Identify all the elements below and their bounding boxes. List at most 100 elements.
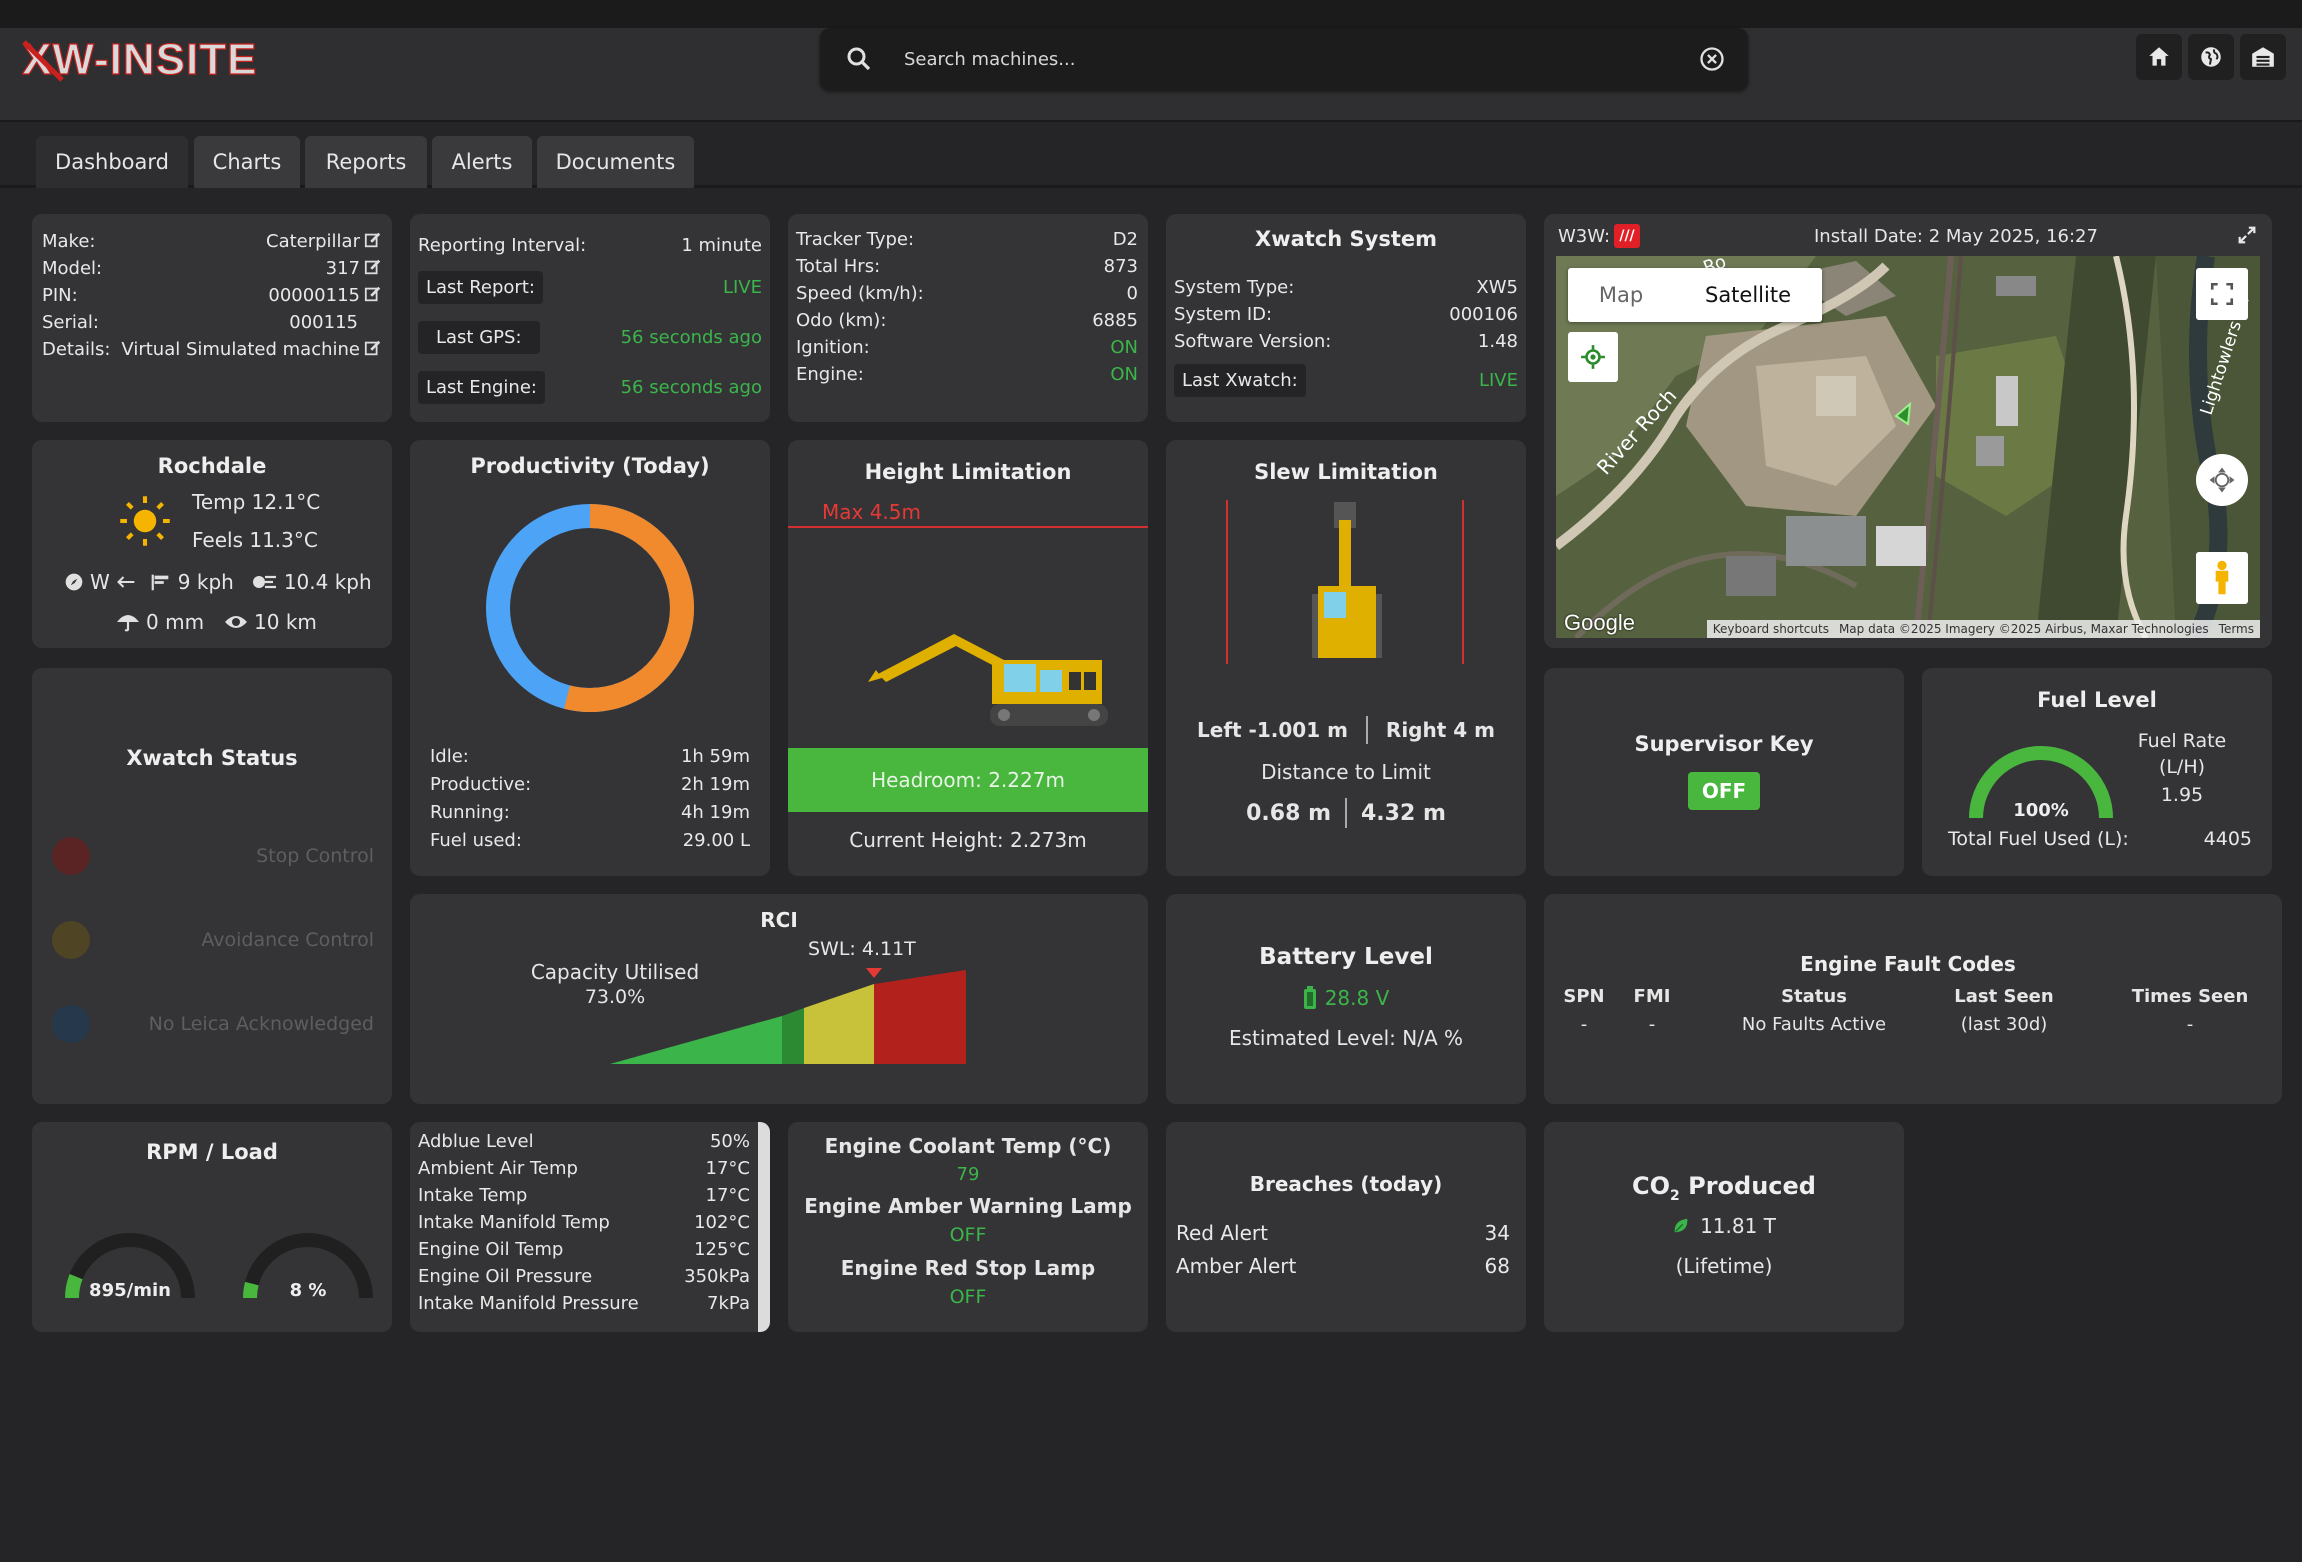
fault-spn-value: - (1580, 1014, 1588, 1035)
map-view[interactable]: River Roch Lightowlers Ln Ro Map Satelli… (1556, 256, 2260, 638)
fault-header-last-seen-sub: (last 30d) (1960, 1014, 2048, 1035)
model-label: Model: (42, 258, 103, 279)
visibility: 10 km (254, 610, 317, 634)
param-value: 125°C (694, 1239, 750, 1260)
tracker-type-value: D2 (1112, 229, 1138, 250)
coolant-temp-label: Engine Coolant Temp (°C) (824, 1134, 1112, 1158)
param-value: 17°C (705, 1185, 750, 1206)
param-value: 102°C (694, 1212, 750, 1233)
edit-icon[interactable] (364, 285, 382, 303)
rpm-value: 895/min (89, 1280, 171, 1301)
clear-search-icon[interactable] (1698, 45, 1726, 73)
distance-left: 0.68 m (1246, 800, 1331, 826)
pan-control[interactable] (2196, 454, 2248, 506)
xw-insite-logo[interactable]: XW-INSITE (21, 34, 332, 84)
gust-icon (252, 575, 276, 589)
total-hrs-value: 873 (1103, 256, 1138, 277)
distance-to-limit-row: 0.68 m 4.32 m (1166, 798, 1526, 828)
last-report-value: LIVE (722, 276, 762, 298)
co2-title-main: CO (1632, 1172, 1671, 1200)
fuel-gauge-arc (1969, 746, 2113, 819)
system-id-value: 000106 (1449, 304, 1518, 325)
avoidance-control-label: Avoidance Control (201, 929, 374, 951)
tab-dashboard[interactable]: Dashboard (36, 136, 188, 188)
tab-reports[interactable]: Reports (305, 136, 427, 188)
rpm-load-card: RPM / Load 895/min 8 % (32, 1122, 392, 1332)
fault-header-times-seen: Times Seen (2131, 986, 2249, 1007)
odo-label: Odo (km): (796, 310, 887, 331)
supervisor-key-card: Supervisor Key OFF (1544, 668, 1904, 876)
left-slew-limit-line (1226, 500, 1228, 664)
machine-location-marker[interactable] (1894, 401, 1912, 426)
crosshair-icon (1581, 345, 1605, 369)
wind-speed: 9 kph (177, 570, 234, 594)
engine-value: ON (1110, 364, 1138, 385)
red-alert-value: 34 (1484, 1220, 1510, 1245)
keyboard-shortcuts-link[interactable]: Keyboard shortcuts (1712, 622, 1829, 636)
battery-estimated-level: Estimated Level: N/A % (1228, 1026, 1464, 1050)
map-button[interactable]: Map (1598, 283, 1644, 307)
last-xwatch-value: LIVE (1478, 369, 1518, 391)
search-bar[interactable] (820, 28, 1748, 90)
fuel-used-label: Fuel used: (430, 829, 522, 851)
productive-label: Productive: (430, 773, 532, 795)
garage-button[interactable] (2240, 34, 2286, 80)
last-gps-label: Last GPS: (418, 320, 540, 354)
fuel-level-card: Fuel Level 100% Fuel Rate (L/H) 1.95 Tot… (1922, 668, 2272, 876)
fuel-rate-value: 1.95 (2160, 784, 2204, 806)
param-label: Intake Temp (418, 1185, 528, 1206)
edit-icon[interactable] (364, 258, 382, 276)
w3w-badge[interactable]: /// (1614, 224, 1640, 248)
swl-label: SWL: 4.11T (808, 938, 916, 960)
param-value: 17°C (705, 1158, 750, 1179)
street-view-button[interactable] (2196, 552, 2248, 604)
engine-fault-codes-title: Engine Fault Codes (1800, 952, 2016, 976)
xwatch-system-title: Xwatch System (1255, 227, 1437, 251)
fault-fmi-value: - (1648, 1014, 1656, 1035)
model-value: 317 (325, 258, 360, 279)
tab-alerts[interactable]: Alerts (432, 136, 532, 188)
system-id-label: System ID: (1174, 304, 1273, 325)
fullscreen-icon (2210, 282, 2234, 306)
terms-link[interactable]: Terms (2218, 622, 2254, 636)
scrollbar[interactable] (758, 1122, 770, 1332)
param-value: 350kPa (684, 1266, 750, 1287)
reporting-interval-label: Reporting Interval: (418, 234, 587, 256)
expand-icon[interactable] (2236, 224, 2258, 246)
breaches-title: Breaches (today) (1249, 1172, 1443, 1196)
rci-title: RCI (760, 908, 798, 932)
search-input[interactable] (904, 40, 1664, 78)
productivity-title: Productivity (Today) (470, 454, 710, 478)
param-value: 50% (709, 1131, 750, 1152)
fault-header-fmi: FMI (1633, 986, 1671, 1007)
software-version-label: Software Version: (1174, 331, 1332, 352)
install-date: Install Date: 2 May 2025, 16:27 (1814, 226, 2098, 247)
locate-button[interactable] (1568, 332, 1618, 382)
home-button[interactable] (2136, 34, 2182, 80)
capacity-utilised-label: Capacity Utilised (530, 960, 700, 984)
tab-documents[interactable]: Documents (537, 136, 694, 188)
amber-alert-value: 68 (1484, 1253, 1510, 1278)
edit-icon[interactable] (364, 231, 382, 249)
machine-info-card: Make: Caterpillar Model: 317 PIN: 00000115 … (32, 214, 392, 422)
reporting-interval-value: 1 minute (681, 234, 762, 256)
current-height: Current Height: 2.273m (849, 828, 1087, 852)
globe-button[interactable] (2188, 34, 2234, 80)
edit-icon[interactable] (364, 339, 382, 357)
tab-charts[interactable]: Charts (194, 136, 300, 188)
height-limit-line (788, 526, 1148, 528)
map-data-text: Map data ©2025 Imagery ©2025 Airbus, Max… (1838, 622, 2209, 636)
tracker-card: Tracker Type: D2 Total Hrs: 873 Speed (km/… (788, 214, 1148, 422)
eye-icon (225, 616, 248, 628)
satellite-button[interactable]: Satellite (1704, 283, 1791, 307)
weather-location: Rochdale (157, 454, 267, 478)
leaf-icon (1674, 1218, 1688, 1233)
running-value: 4h 19m (680, 801, 750, 823)
software-version-value: 1.48 (1477, 331, 1518, 352)
leica-label: No Leica Acknowledged (148, 1013, 374, 1035)
pin-label: PIN: (42, 285, 78, 306)
fullscreen-button[interactable] (2196, 268, 2248, 320)
param-label: Intake Manifold Pressure (418, 1293, 639, 1314)
slew-left-limit: Left -1.001 m (1197, 718, 1348, 742)
param-label: Adblue Level (418, 1131, 534, 1152)
